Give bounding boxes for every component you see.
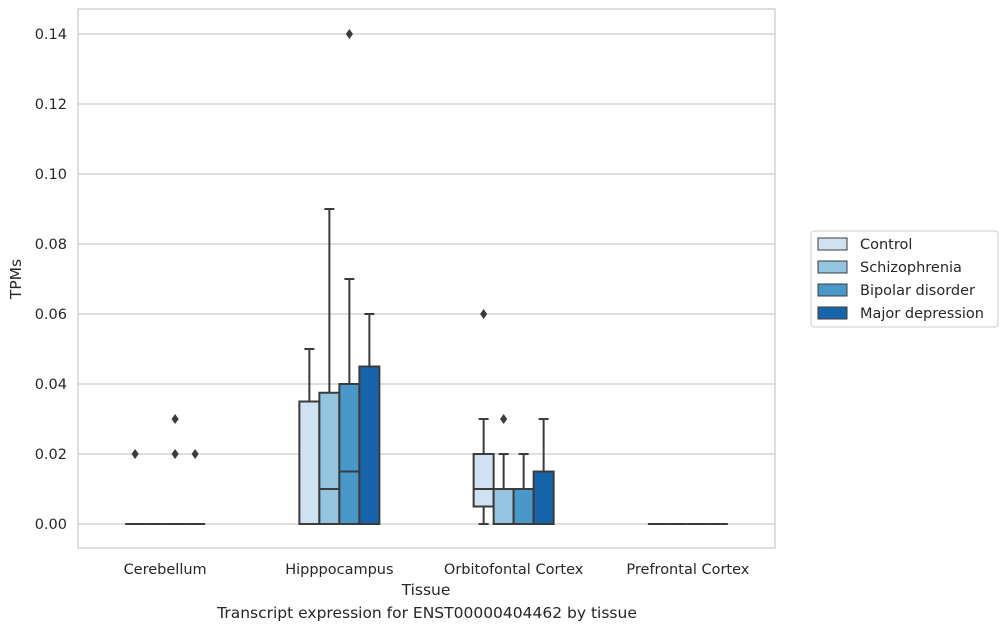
gridlines [78,33,775,525]
x-tick-labels: Cerebellum Hipppocampus Orbitofontal Corte… [124,562,750,578]
legend-label: Bipolar disorder [860,283,975,299]
figure-caption: Transcript expression for ENST0000040446… [217,604,637,622]
x-tick-label: Orbitofontal Cortex [444,562,584,578]
outlier-point [345,29,353,39]
box [532,418,555,525]
legend: Control Schizophrenia Bipolar disorder Majo… [810,230,999,328]
category-group [298,29,381,525]
legend-label: Schizophrenia [860,260,962,276]
x-tick-label: Cerebellum [124,562,207,578]
category-group [472,309,555,525]
legend-label: Control [860,237,912,253]
box [512,453,535,525]
box [298,348,321,525]
outlier-point [131,449,139,459]
box-body [472,453,495,508]
y-tick-label: 0.14 [35,27,67,43]
y-tick-label: 0.08 [35,237,67,253]
box-body [512,488,535,525]
legend-swatch [817,306,848,320]
box [125,449,146,525]
legend-swatch [817,283,848,297]
y-tick-label: 0.10 [35,167,67,183]
y-tick-labels: 0.00 0.02 0.04 0.06 0.08 0.10 0.12 0.14 [35,27,67,533]
legend-swatch [817,237,848,251]
legend-frame [810,230,999,328]
box [338,29,361,525]
x-axis-title: Tissue [401,581,451,599]
box-groups [125,29,728,525]
box-body [492,488,515,525]
y-axis-title: TPMs [7,259,25,300]
y-tick-label: 0.04 [35,377,67,393]
y-tick-label: 0.02 [35,447,67,463]
legend-swatch [817,260,848,274]
outlier-point [171,414,179,424]
y-tick-label: 0.12 [35,97,67,113]
category-group [125,414,206,525]
outlier-point [191,449,199,459]
x-tick-label: Hipppocampus [285,562,393,578]
box [318,208,341,525]
outlier-point [480,309,488,319]
box [358,313,381,525]
plot-frame [77,8,776,549]
box [165,414,186,525]
box-body [532,470,555,525]
box [492,414,515,525]
box-body [358,365,381,525]
outlier-point [500,414,508,424]
y-tick-label: 0.00 [35,517,67,533]
y-tick-label: 0.06 [35,307,67,323]
box [185,449,206,525]
outlier-point [171,449,179,459]
box [472,309,495,525]
box-body [298,400,321,525]
box-body [338,383,361,525]
box-body [318,391,341,525]
legend-label: Major depression [860,306,984,322]
x-tick-label: Prefrontal Cortex [626,562,749,578]
